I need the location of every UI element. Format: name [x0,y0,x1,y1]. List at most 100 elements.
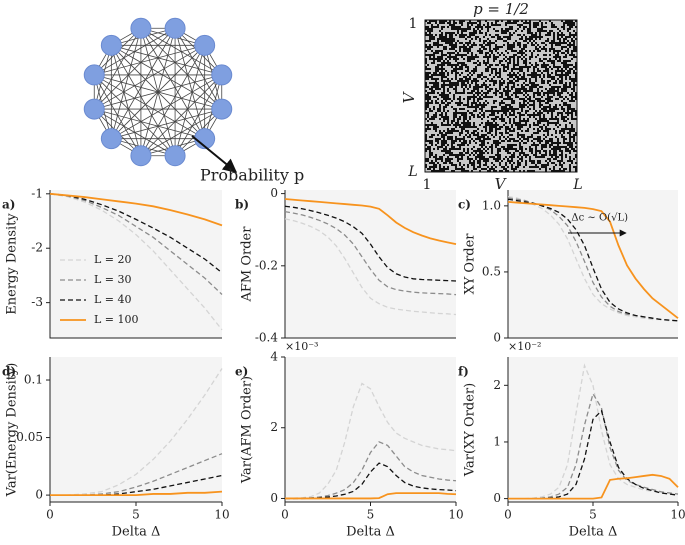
x-axis-label: Delta Δ [112,525,161,540]
legend-label: L = 40 [94,293,132,306]
node [211,64,233,86]
edge [111,44,222,110]
node [164,145,186,167]
series-line [49,193,223,331]
y-tick-label: 0 [270,491,278,505]
y-axis-label: Var(AFM Order) [240,376,255,484]
y-axis-label: Var(Energy Density) [5,363,20,498]
matrix-frame [424,19,578,173]
node [130,17,152,39]
node [83,98,105,120]
series-line [49,192,223,227]
series-line [508,363,679,500]
panel-label: c) [458,198,471,212]
y-tick-label: 1.0 [482,198,501,212]
panel-label: d) [2,365,16,379]
edge [110,28,142,139]
x-tick-label: 0 [46,508,54,522]
edge [174,45,206,156]
y-tick-label: 0 [35,488,43,502]
y-tick-label: -3 [31,295,43,309]
y-tick-label: 0 [493,331,501,345]
series-line [50,490,223,496]
matrix-cells [425,20,577,172]
matrix-title: p = 1/2 [473,0,529,18]
matrix-y-tick: L [407,164,417,180]
axes [507,190,678,339]
plot-area [508,190,678,338]
y-tick-label: 0.05 [16,430,43,444]
y-tick-label: 4 [270,350,278,364]
edge [94,44,205,110]
axes [49,357,222,503]
edge [140,74,223,157]
axes [284,190,456,339]
node [100,128,122,150]
x-axis-label: Delta Δ [346,525,395,540]
graph-label: Probability p [200,166,304,185]
complete-graph [83,17,233,167]
y-tick-label: 0 [270,186,278,200]
plot-area [285,357,456,502]
series-line [285,492,457,500]
series-line [284,198,457,246]
adjacency-matrix [424,19,578,173]
y-tick-label: -1 [31,186,43,200]
plot-area [50,357,222,502]
series-line [49,193,223,274]
edge [94,74,222,110]
edge [174,74,223,156]
x-tick-label: 0 [504,508,512,522]
scale-label: ×10⁻² [508,340,541,353]
y-axis-label: AFM Order [240,226,255,303]
matrix-y-tick: 1 [409,16,418,32]
edge [140,28,206,139]
series-line [507,200,679,319]
node [83,64,105,86]
y-tick-label: -0.4 [255,331,279,345]
plot-area [508,357,678,502]
panel-label: f) [458,365,469,379]
edge [140,45,206,156]
annotation: Δc ∼ O(√L) [571,213,628,224]
x-tick-label: 10 [214,508,229,522]
legend-label: L = 30 [94,273,132,286]
node [211,98,233,120]
edge [93,27,176,110]
x-tick-label: 0 [281,508,289,522]
edge [140,27,222,76]
y-axis-label: Var(XY Order) [463,383,478,477]
x-axis-label: Delta Δ [569,525,618,540]
scale-label: ×10⁻³ [285,340,318,353]
axes [507,357,678,503]
y-tick-label: -0.2 [255,258,278,272]
series-line [507,195,678,322]
y-tick-label: 0.1 [24,373,43,387]
y-tick-label: 0.5 [482,264,501,278]
matrix-y-label: V [400,90,418,103]
panel-label: b) [235,198,249,212]
y-axis-label: XY Order [463,233,478,295]
matrix-x-tick: L [572,177,582,193]
series-line [284,205,457,282]
x-tick-label: 10 [448,508,463,522]
node [164,17,186,39]
series-line [284,211,457,296]
edge [94,74,205,140]
plot-area [50,190,222,338]
edge [110,28,176,139]
axes [49,190,222,339]
legend-label: L = 20 [94,253,132,266]
y-axis-label: Energy Density [5,213,20,315]
y-tick-label: 0 [493,491,501,505]
x-tick-label: 5 [589,508,597,522]
y-tick-label: 2 [270,420,278,434]
series-line [508,473,679,500]
edge [111,74,222,140]
edge [110,45,176,156]
x-tick-label: 5 [367,508,375,522]
plot-area [285,190,456,338]
y-tick-label: 1 [493,434,501,448]
panel-label: e) [235,365,248,379]
